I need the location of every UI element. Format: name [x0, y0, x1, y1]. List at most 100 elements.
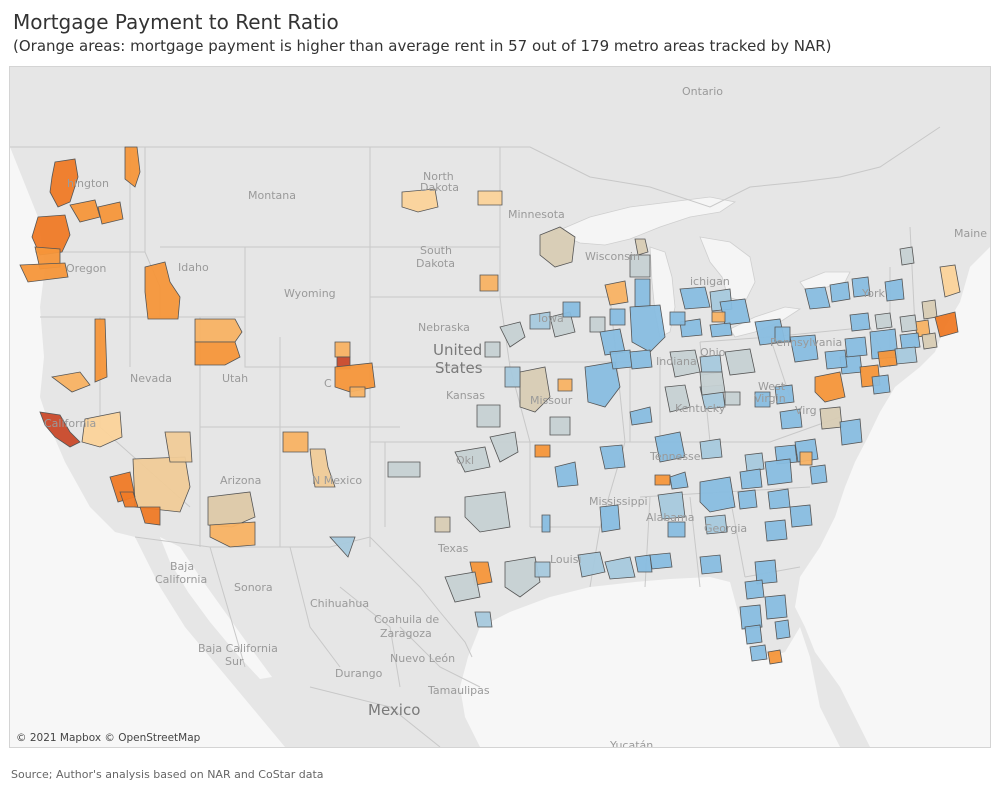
metro-fort-collins[interactable]: [334, 341, 351, 358]
metro-boston[interactable]: [934, 311, 959, 338]
metro-dc[interactable]: [814, 371, 846, 403]
metro-durham[interactable]: [799, 451, 813, 466]
metro-green-bay[interactable]: [634, 238, 649, 256]
metro-sioux-falls[interactable]: [479, 274, 499, 292]
metro-wv-1[interactable]: [774, 384, 795, 405]
metro-fayetteville[interactable]: [534, 444, 551, 458]
metro-sarasota[interactable]: [744, 624, 763, 645]
metro-pensacola[interactable]: [649, 552, 673, 570]
metro-asheville[interactable]: [744, 452, 765, 472]
metro-allentown[interactable]: [844, 336, 868, 358]
metro-rochester[interactable]: [829, 281, 851, 303]
metro-charleston-wv[interactable]: [754, 391, 771, 408]
metro-colorado-springs[interactable]: [349, 386, 366, 398]
metro-harrisburg[interactable]: [824, 349, 848, 370]
metro-beaumont[interactable]: [534, 561, 551, 578]
metro-boise[interactable]: [144, 261, 181, 320]
metro-ga-2[interactable]: [704, 514, 728, 535]
metro-tampa[interactable]: [739, 604, 763, 630]
metro-ann-arbor[interactable]: [711, 311, 726, 323]
metro-augusta[interactable]: [737, 489, 758, 510]
metro-greensboro[interactable]: [774, 444, 798, 465]
metro-roanoke[interactable]: [779, 408, 803, 430]
metro-chattanooga[interactable]: [654, 474, 671, 486]
map-view[interactable]: Ontario Maine hington Montana North Dako…: [9, 66, 991, 748]
metro-greenville[interactable]: [739, 468, 763, 490]
metro-topeka[interactable]: [504, 366, 521, 388]
metro-portland-me[interactable]: [939, 264, 961, 298]
metro-eugene[interactable]: [19, 262, 69, 283]
metro-wilmington[interactable]: [809, 464, 828, 485]
metro-chicago[interactable]: [629, 304, 666, 353]
metro-provo[interactable]: [194, 341, 241, 366]
metro-virginia-beach[interactable]: [839, 418, 863, 446]
metro-birmingham[interactable]: [657, 491, 686, 520]
metro-albany[interactable]: [884, 278, 905, 302]
metro-santa-fe[interactable]: [282, 431, 309, 453]
metro-lubbock[interactable]: [434, 516, 451, 533]
metro-atlanta[interactable]: [699, 476, 736, 513]
map-attribution[interactable]: © 2021 Mapbox © OpenStreetMap: [16, 732, 201, 744]
metro-san-diego[interactable]: [139, 506, 161, 526]
metro-spokane[interactable]: [124, 146, 141, 188]
metro-syracuse[interactable]: [851, 276, 871, 298]
metro-new-haven[interactable]: [874, 312, 893, 330]
metro-baton-rouge[interactable]: [577, 551, 606, 578]
metro-akron[interactable]: [774, 326, 791, 343]
metro-long-island[interactable]: [894, 346, 918, 365]
metro-columbia-sc[interactable]: [767, 488, 791, 510]
metro-wichita[interactable]: [476, 404, 501, 428]
metro-columbus[interactable]: [724, 348, 756, 376]
metro-south-bend[interactable]: [669, 311, 686, 326]
metro-champaign[interactable]: [629, 349, 653, 370]
metro-springfield-il[interactable]: [609, 349, 633, 370]
metro-grand-rapids[interactable]: [679, 286, 711, 310]
metro-milwaukee[interactable]: [634, 278, 651, 308]
metro-manchester[interactable]: [921, 299, 938, 320]
metro-dallas[interactable]: [464, 491, 511, 533]
metro-trenton[interactable]: [871, 374, 891, 395]
metro-tallahassee[interactable]: [699, 554, 723, 575]
metro-new-orleans[interactable]: [604, 556, 636, 580]
metro-columbia[interactable]: [557, 378, 573, 392]
metro-mobile[interactable]: [634, 554, 653, 573]
metro-portland[interactable]: [31, 214, 71, 256]
metro-tucson[interactable]: [209, 521, 256, 548]
metro-el-paso[interactable]: [329, 536, 356, 558]
metro-fort-wayne[interactable]: [679, 318, 703, 338]
metro-providence[interactable]: [921, 332, 938, 350]
metro-pittsburgh[interactable]: [789, 334, 819, 363]
metro-charlotte[interactable]: [764, 458, 793, 486]
metro-little-rock[interactable]: [554, 461, 579, 488]
metro-savannah[interactable]: [764, 519, 788, 542]
metro-fargo[interactable]: [477, 190, 503, 206]
metro-yakima[interactable]: [97, 201, 124, 225]
metro-palm-bay[interactable]: [774, 619, 791, 640]
metro-amarillo[interactable]: [387, 461, 421, 478]
metro-montgomery[interactable]: [667, 521, 686, 538]
metro-bismarck[interactable]: [401, 188, 439, 213]
metro-seattle[interactable]: [49, 158, 79, 208]
metro-rockford[interactable]: [609, 308, 626, 326]
metro-iowa-2[interactable]: [589, 316, 606, 333]
metro-omaha[interactable]: [499, 321, 526, 348]
metro-scranton[interactable]: [849, 312, 871, 332]
map-canvas[interactable]: Ontario Maine hington Montana North Dako…: [10, 67, 990, 747]
metro-corpus[interactable]: [474, 611, 493, 628]
metro-salt-lake[interactable]: [194, 318, 243, 343]
metro-kansas-city[interactable]: [519, 366, 551, 413]
metro-cincinnati[interactable]: [699, 371, 726, 396]
metro-orlando[interactable]: [764, 594, 788, 620]
metro-knoxville[interactable]: [699, 438, 723, 460]
metro-toledo[interactable]: [709, 322, 733, 338]
metro-louisville[interactable]: [664, 384, 691, 413]
metro-jacksonville[interactable]: [754, 559, 778, 585]
metro-minneapolis[interactable]: [539, 226, 576, 268]
metro-huntsville[interactable]: [669, 471, 689, 490]
metro-shreveport[interactable]: [541, 514, 551, 533]
metro-fresno[interactable]: [81, 411, 123, 448]
metro-hartford[interactable]: [899, 332, 921, 350]
metro-richmond[interactable]: [819, 406, 843, 430]
metro-wi-1[interactable]: [629, 254, 651, 278]
metro-cedar-rapids[interactable]: [562, 301, 581, 318]
